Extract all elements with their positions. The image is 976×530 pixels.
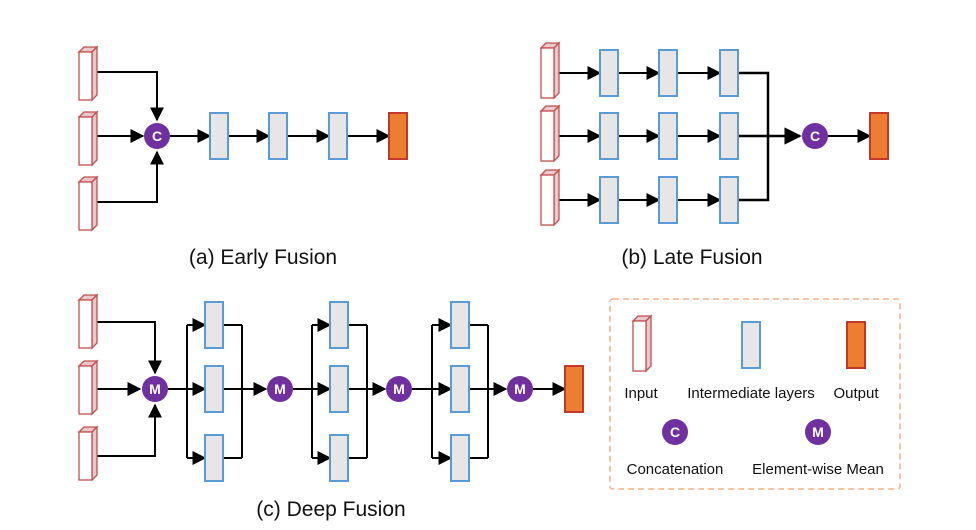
input-block-side: [91, 425, 98, 482]
caption-late-fusion: (b) Late Fusion: [621, 246, 762, 269]
deep-output: [564, 365, 584, 413]
legend-concat-icon-symbol: C: [670, 424, 680, 440]
late-layer-2-row3: [658, 176, 678, 224]
late-layer-2-row1: [658, 49, 678, 97]
deep-arrow-input1: [97, 321, 162, 375]
input-block-front: [78, 431, 93, 481]
legend-mean-icon-symbol: M: [812, 424, 824, 440]
legend-input-label: Input: [624, 385, 658, 402]
deep-stage1-layer-2: [204, 365, 224, 413]
late-layer-3-row2: [719, 112, 739, 160]
late-layer-3-row3: [719, 176, 739, 224]
input-block-side: [91, 110, 98, 167]
early-arrow-input3: [97, 150, 164, 203]
input-block-front: [540, 174, 555, 226]
deep-input-2: [77, 359, 99, 416]
deep-mean-node-1-symbol: M: [149, 381, 161, 397]
legend-concat-icon-circle: [662, 419, 688, 445]
input-block-front: [632, 320, 647, 372]
connection-lines: [97, 66, 872, 465]
late-layer-1-row1: [599, 49, 619, 97]
deep-mean-node-4-symbol: M: [514, 381, 526, 397]
legend-output-icon: [846, 321, 866, 369]
deep-mean-node-2-symbol: M: [274, 381, 286, 397]
input-block-side: [553, 104, 560, 163]
early-concat-node: C: [144, 123, 170, 149]
legend-box: [609, 298, 901, 490]
deep-mean-node-3-circle: [386, 376, 412, 402]
input-block-front: [540, 110, 555, 162]
deep-stage3-layer-1: [450, 301, 470, 349]
deep-stage2-layer-2: [329, 365, 349, 413]
late-input-1: [539, 41, 561, 100]
legend-concatenation-label: Concatenation: [627, 461, 724, 478]
early-layer-2: [268, 112, 288, 160]
deep-input-3: [77, 425, 99, 482]
deep-stage1-layer-3: [204, 434, 224, 482]
input-block-side: [553, 41, 560, 100]
deep-mean-node-4: M: [507, 376, 533, 402]
input-block-side: [553, 168, 560, 227]
input-block-front: [78, 299, 93, 349]
input-block-side: [91, 293, 98, 350]
input-block-front: [78, 365, 93, 415]
late-input-3: [539, 168, 561, 227]
diagram-blocks: C C M M M M C M: [77, 41, 889, 482]
early-concat-node-circle: [144, 123, 170, 149]
legend-intermediate-label: Intermediate layers: [687, 385, 815, 402]
late-concat-node-circle: [802, 123, 828, 149]
input-block-side: [645, 314, 652, 373]
deep-stage2-layer-3: [329, 434, 349, 482]
deep-mean-node-1: M: [142, 376, 168, 402]
deep-mean-node-4-circle: [507, 376, 533, 402]
input-block-front: [78, 116, 93, 166]
legend-concat-icon: C: [662, 419, 688, 445]
caption-deep-fusion: (c) Deep Fusion: [256, 498, 405, 521]
late-layer-3-row1: [719, 49, 739, 97]
caption-early-fusion: (a) Early Fusion: [189, 246, 337, 269]
late-concat-node: C: [802, 123, 828, 149]
deep-stage3-layer-3: [450, 434, 470, 482]
deep-mean-node-3-symbol: M: [393, 381, 405, 397]
early-arrow-input1: [97, 71, 164, 122]
deep-stage1-layer-1: [204, 301, 224, 349]
input-block-front: [540, 47, 555, 99]
deep-mean-node-3: M: [386, 376, 412, 402]
early-layer-3: [328, 112, 348, 160]
legend-mean-icon: M: [805, 419, 831, 445]
early-input-3: [77, 175, 99, 232]
input-block-side: [91, 359, 98, 416]
late-layer-2-row2: [658, 112, 678, 160]
deep-input-1: [77, 293, 99, 350]
deep-mean-node-2-circle: [267, 376, 293, 402]
late-layer-1-row3: [599, 176, 619, 224]
deep-arrow-input3: [97, 403, 162, 457]
legend-mean-icon-circle: [805, 419, 831, 445]
late-concat-node-symbol: C: [810, 128, 820, 144]
input-block-side: [91, 45, 98, 102]
early-output: [388, 112, 408, 160]
legend-output-label: Output: [833, 385, 879, 402]
deep-mean-node-1-circle: [142, 376, 168, 402]
early-concat-node-symbol: C: [152, 128, 162, 144]
early-layer-1: [209, 112, 229, 160]
late-layer-1-row2: [599, 112, 619, 160]
late-input-2: [539, 104, 561, 163]
legend-mean-label: Element-wise Mean: [752, 461, 884, 478]
input-block-front: [78, 181, 93, 231]
deep-mean-node-2: M: [267, 376, 293, 402]
legend-input-icon: [631, 314, 653, 373]
input-block-front: [78, 51, 93, 101]
deep-stage2-layer-1: [329, 301, 349, 349]
early-input-1: [77, 45, 99, 102]
late-output: [869, 112, 889, 160]
input-block-side: [91, 175, 98, 232]
deep-stage3-layer-2: [450, 365, 470, 413]
legend-intermediate-icon: [741, 321, 761, 369]
early-input-2: [77, 110, 99, 167]
